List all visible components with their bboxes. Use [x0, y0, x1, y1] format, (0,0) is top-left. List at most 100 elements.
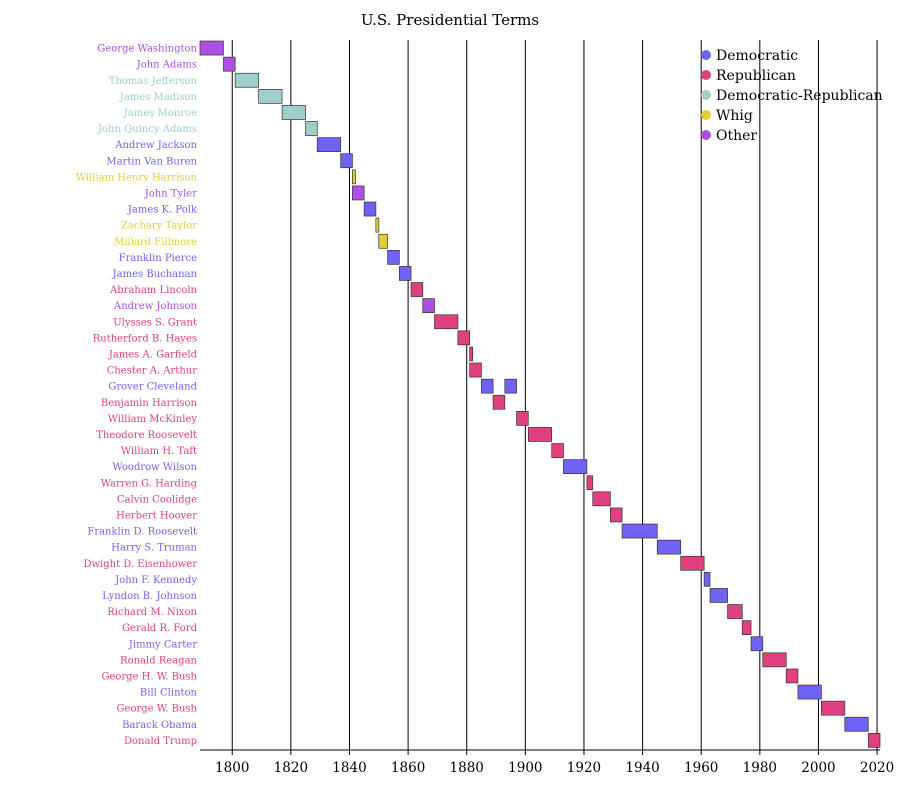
president-label-george-h-w-bush: George H. W. Bush [101, 671, 197, 682]
term-bar-zachary-taylor [375, 217, 380, 233]
legend-marker-whig [701, 110, 711, 120]
term-bar-john-adams [223, 56, 236, 72]
tick-label-1800: 1800 [215, 760, 249, 776]
term-bar-lyndon-b-johnson [709, 588, 728, 603]
term-bar-chester-a-arthur [469, 362, 482, 378]
president-label-john-quincy-adams: John Quincy Adams [97, 124, 197, 135]
president-label-martin-van-buren: Martin Van Buren [106, 156, 197, 167]
president-label-george-washington: George Washington [97, 44, 197, 55]
term-bar-theodore-roosevelt [527, 427, 553, 442]
term-bar-gerald-r-ford [741, 620, 752, 636]
legend-marker-democratic [701, 50, 711, 60]
term-bar-george-h-w-bush [785, 668, 799, 684]
term-bar-richard-m-nixon [727, 604, 743, 619]
term-bar-calvin-coolidge [592, 491, 611, 507]
president-label-james-buchanan: James Buchanan [112, 269, 198, 280]
term-bar-james-buchanan [398, 266, 412, 281]
legend-label-republican: Republican [716, 68, 796, 84]
legend-label-other: Other [716, 128, 757, 144]
tick-label-1960: 1960 [684, 760, 718, 776]
president-label-william-mckinley: William McKinley [108, 414, 198, 425]
president-label-james-monroe: James Monroe [123, 108, 197, 119]
term-bar-james-k-polk [363, 201, 377, 217]
president-label-richard-m-nixon: Richard M. Nixon [107, 607, 197, 618]
term-bar-grover-cleveland-2 [504, 378, 517, 394]
term-bar-jimmy-carter [750, 636, 764, 652]
president-label-william-h-taft: William H. Taft [121, 446, 197, 457]
term-bar-william-h-taft [551, 443, 564, 458]
president-label-ulysses-s-grant: Ulysses S. Grant [113, 317, 197, 328]
term-bar-woodrow-wilson [563, 459, 588, 474]
legend-marker-democratic-republican [701, 90, 711, 100]
term-bar-grover-cleveland-1 [481, 378, 494, 394]
term-bar-james-madison [258, 88, 283, 104]
president-label-rutherford-b-hayes: Rutherford B. Hayes [93, 333, 197, 344]
president-name-labels: George Washington John Adams Thomas Jeffer… [76, 44, 198, 747]
president-label-john-f-kennedy: John F. Kennedy [114, 575, 197, 586]
term-bar-barack-obama [844, 716, 869, 732]
legend-label-whig: Whig [716, 108, 753, 124]
president-label-franklin-pierce: Franklin Pierce [119, 253, 197, 264]
term-bar-millard-fillmore [378, 233, 388, 249]
term-bar-warren-g-harding [586, 475, 594, 491]
term-bar-john-quincy-adams [305, 121, 318, 136]
term-bar-john-f-kennedy [703, 571, 711, 587]
term-bar-bill-clinton [797, 684, 822, 700]
president-label-andrew-jackson: Andrew Jackson [114, 140, 197, 151]
president-label-donald-trump: Donald Trump [124, 736, 197, 747]
president-label-millard-fillmore: Millard Fillmore [114, 237, 197, 248]
tick-label-1820: 1820 [274, 760, 308, 776]
chart-title: U.S. Presidential Terms [361, 11, 539, 29]
term-bar-abraham-lincoln [410, 282, 424, 297]
president-label-franklin-d-roosevelt: Franklin D. Roosevelt [87, 527, 197, 538]
term-bar-george-w-bush [821, 700, 846, 716]
tick-label-1940: 1940 [625, 760, 659, 776]
president-label-herbert-hoover: Herbert Hoover [116, 510, 197, 521]
legend-marker-other [701, 130, 711, 140]
president-label-barack-obama: Barack Obama [122, 720, 197, 731]
x-axis-ticks: 1800 1820 1840 1860 1880 1900 1920 1940 1960 1980… [215, 750, 894, 776]
term-bar-dwight-d-eisenhower [680, 555, 705, 571]
president-label-thomas-jefferson: Thomas Jefferson [109, 76, 198, 87]
term-bar-andrew-jackson [316, 137, 342, 152]
president-label-william-henry-harrison: William Henry Harrison [76, 172, 198, 183]
term-bar-benjamin-harrison [492, 394, 506, 410]
president-label-james-madison: James Madison [119, 92, 198, 103]
president-label-chester-a-arthur: Chester A. Arthur [107, 366, 198, 377]
term-bar-andrew-johnson [422, 298, 435, 313]
term-bar-martin-van-buren [340, 153, 353, 169]
term-bar-thomas-jefferson [234, 72, 259, 88]
tick-label-1980: 1980 [743, 760, 777, 776]
term-bar-james-monroe [281, 105, 306, 120]
term-bar-donald-trump [867, 732, 881, 748]
tick-label-1880: 1880 [450, 760, 484, 776]
president-label-george-w-bush: George W. Bush [117, 704, 198, 715]
president-label-benjamin-harrison: Benjamin Harrison [101, 398, 198, 409]
president-label-calvin-coolidge: Calvin Coolidge [117, 494, 197, 505]
term-bar-harry-s-truman [656, 539, 682, 555]
term-bar-james-a-garfield [469, 346, 474, 362]
term-bar-ronald-reagan [762, 652, 787, 668]
legend-marker-republican [701, 70, 711, 80]
term-bar-george-washington [199, 40, 224, 56]
president-label-zachary-taylor: Zachary Taylor [121, 221, 197, 232]
term-bars [199, 40, 881, 748]
legend-label-democratic-republican: Democratic-Republican [716, 88, 883, 104]
president-label-grover-cleveland: Grover Cleveland [108, 382, 197, 393]
tick-label-2020: 2020 [860, 760, 894, 776]
president-label-james-a-garfield: James A. Garfield [108, 349, 198, 360]
president-label-theodore-roosevelt: Theodore Roosevelt [96, 430, 197, 441]
term-bar-franklin-pierce [387, 250, 400, 265]
legend: Democratic Republican Democratic-Republica… [701, 48, 883, 144]
term-bar-herbert-hoover [609, 507, 623, 523]
tick-label-1840: 1840 [332, 760, 366, 776]
president-label-gerald-r-ford: Gerald R. Ford [122, 623, 198, 634]
president-label-andrew-johnson: Andrew Johnson [113, 301, 198, 312]
president-label-harry-s-truman: Harry S. Truman [111, 543, 197, 554]
president-label-john-adams: John Adams [136, 60, 197, 71]
term-bar-ulysses-s-grant [434, 314, 459, 330]
tick-label-2000: 2000 [801, 760, 835, 776]
president-label-bill-clinton: Bill Clinton [140, 688, 198, 699]
president-label-jimmy-carter: Jimmy Carter [128, 639, 197, 650]
